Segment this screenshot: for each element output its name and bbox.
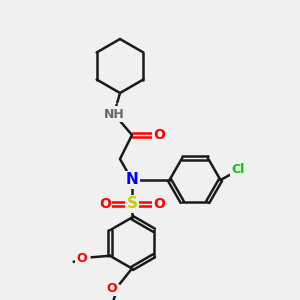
Text: O: O bbox=[99, 197, 111, 211]
Text: N: N bbox=[126, 172, 138, 188]
Text: S: S bbox=[127, 196, 137, 211]
Text: O: O bbox=[153, 128, 165, 142]
Text: Cl: Cl bbox=[232, 163, 245, 176]
Text: O: O bbox=[77, 252, 87, 265]
Text: O: O bbox=[153, 197, 165, 211]
Text: NH: NH bbox=[103, 107, 124, 121]
Text: O: O bbox=[106, 281, 117, 295]
